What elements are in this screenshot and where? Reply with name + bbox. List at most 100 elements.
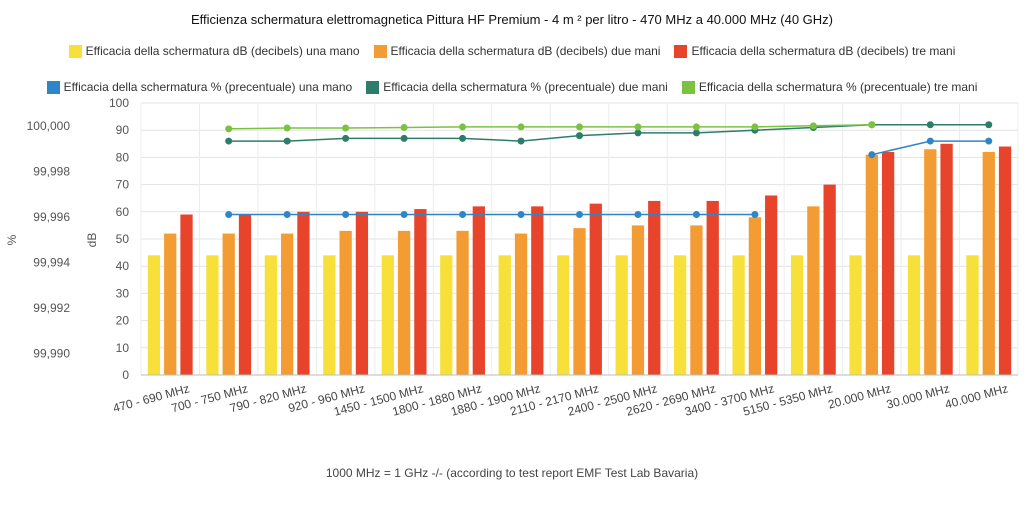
- bar-1-11: [732, 255, 745, 375]
- bar-1-8: [557, 255, 570, 375]
- bar-1-7: [498, 255, 511, 375]
- bar-1-12: [790, 255, 804, 375]
- line-point-3-6: [459, 123, 467, 131]
- bar-3-10: [706, 200, 719, 375]
- legend-item-bar-2[interactable]: Efficacia della schermatura dB (decibels…: [373, 42, 660, 60]
- line-point-3-8: [576, 123, 583, 131]
- bar-2-2: [222, 233, 235, 375]
- line-point-1-11: [751, 211, 759, 219]
- line-point-3-2: [225, 125, 233, 133]
- chart-title: Efficienza schermatura elettromagnetica …: [190, 12, 834, 27]
- line-point-1-2: [225, 211, 233, 219]
- bar-2-5: [397, 230, 411, 375]
- bar-2-3: [281, 233, 294, 375]
- bar-3-5: [414, 209, 427, 375]
- bar-3-14: [940, 143, 953, 375]
- line-point-1-14: [926, 137, 934, 145]
- y-tick-label-db: 20: [116, 314, 130, 328]
- y-tick-label-db: 50: [116, 232, 130, 246]
- legend-lines: Efficacia della schermatura % (precentua…: [0, 78, 1024, 96]
- y-tick-label-pct: 99,996: [33, 210, 70, 224]
- x-tick-label: 40.000 MHz: [943, 381, 1009, 411]
- x-tick-label: 20.000 MHz: [826, 381, 892, 411]
- y-tick-label-pct: 99,994: [33, 256, 70, 270]
- bar-1-9: [615, 255, 628, 375]
- y-axis-title-db: dB: [85, 233, 99, 248]
- bar-2-10: [690, 225, 703, 375]
- line-point-2-5: [400, 134, 408, 142]
- line-point-1-10: [692, 211, 700, 219]
- line-point-1-9: [634, 211, 642, 219]
- bar-3-4: [355, 211, 369, 375]
- y-tick-label-db: 10: [116, 341, 130, 355]
- line-point-2-4: [342, 134, 350, 142]
- y-tick-label-db: 30: [116, 286, 130, 300]
- x-tick-label: 30.000 MHz: [885, 381, 951, 411]
- line-point-3-5: [400, 123, 408, 131]
- line-point-1-3: [283, 211, 291, 219]
- legend-item-bar-3[interactable]: Efficacia della schermatura dB (decibels…: [674, 42, 955, 60]
- line-point-2-14: [926, 121, 934, 129]
- line-point-1-8: [576, 211, 583, 219]
- legend-swatch-bar-1: [68, 44, 82, 58]
- bar-1-3: [264, 255, 278, 375]
- legend-item-line-3[interactable]: Efficacia della schermatura % (precentua…: [681, 78, 977, 96]
- bar-1-14: [907, 255, 921, 375]
- y-axis-title-pct: %: [5, 234, 19, 245]
- legend-label-bar-1: Efficacia della schermatura dB (decibels…: [85, 44, 360, 58]
- legend-swatch-bar-2: [373, 44, 387, 58]
- y-tick-label-db: 80: [116, 150, 130, 164]
- bar-3-9: [648, 200, 661, 375]
- bar-2-8: [573, 228, 586, 375]
- legend-swatch-bar-3: [674, 44, 688, 58]
- bar-3-7: [531, 206, 544, 375]
- y-tick-label-db: 40: [116, 259, 130, 273]
- y-tick-label-db: 100: [109, 96, 129, 110]
- legend-label-bar-3: Efficacia della schermatura dB (decibels…: [691, 44, 956, 58]
- bar-1-1: [147, 255, 161, 375]
- bar-3-1: [180, 214, 193, 375]
- line-point-3-9: [634, 123, 642, 131]
- y-tick-label-pct: 99,990: [33, 347, 70, 361]
- legend-item-line-1[interactable]: Efficacia della schermatura % (precentua…: [46, 78, 352, 96]
- bar-3-13: [881, 151, 895, 375]
- line-point-2-2: [225, 137, 233, 145]
- bar-2-7: [514, 233, 528, 375]
- bar-1-6: [440, 255, 453, 375]
- bar-1-2: [206, 255, 219, 375]
- y-tick-label-pct: 99,992: [33, 301, 70, 315]
- line-point-3-4: [342, 124, 350, 132]
- line-point-2-10: [692, 129, 700, 137]
- bar-3-6: [472, 206, 485, 375]
- line-point-3-7: [517, 123, 525, 131]
- chart-footnote: 1000 MHz = 1 GHz -/- (according to test …: [325, 466, 699, 480]
- line-point-3-10: [692, 123, 700, 131]
- legend-bars: Efficacia della schermatura dB (decibels…: [0, 42, 1024, 60]
- bar-1-4: [323, 255, 336, 375]
- y-tick-label-db: 90: [116, 123, 130, 137]
- bar-2-11: [748, 217, 762, 375]
- legend-swatch-line-3: [681, 80, 695, 94]
- line-point-1-4: [342, 211, 350, 219]
- legend-label-line-2: Efficacia della schermatura % (precentua…: [383, 80, 668, 94]
- bar-3-15: [998, 146, 1012, 375]
- legend-item-bar-1[interactable]: Efficacia della schermatura dB (decibels…: [68, 42, 360, 60]
- bar-3-12: [823, 184, 836, 375]
- y-tick-label-db: 70: [116, 178, 130, 192]
- bar-1-5: [381, 255, 394, 375]
- bar-2-4: [339, 230, 352, 375]
- bar-3-3: [297, 211, 310, 375]
- bar-3-11: [765, 195, 778, 375]
- line-point-1-5: [400, 211, 408, 219]
- y-tick-label-db: 60: [116, 205, 130, 219]
- bar-1-15: [966, 255, 979, 375]
- legend-swatch-line-1: [46, 80, 60, 94]
- legend-item-line-2[interactable]: Efficacia della schermatura % (precentua…: [366, 78, 668, 96]
- bar-1-10: [674, 255, 687, 375]
- bar-2-12: [807, 206, 820, 375]
- bar-2-6: [456, 230, 469, 375]
- bar-2-14: [924, 149, 937, 375]
- line-point-3-3: [283, 124, 291, 132]
- bar-2-9: [631, 225, 645, 375]
